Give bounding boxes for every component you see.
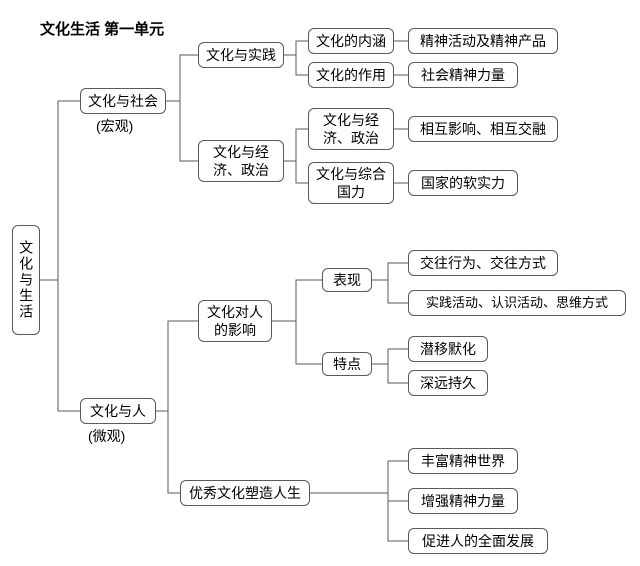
l3-node-4: 表现 [322, 268, 372, 292]
leaf-1: 社会精神力量 [408, 62, 518, 88]
leaf-10: 促进人的全面发展 [408, 528, 548, 554]
leaf-4: 交往行为、交往方式 [408, 250, 558, 276]
l1-sub-1: (微观) [88, 426, 125, 446]
l2-node-1: 文化与经济、政治 [198, 140, 284, 182]
l1-node-1: 文化与人 [80, 398, 156, 424]
leaf-6: 潜移默化 [408, 336, 488, 362]
l2-node-3: 优秀文化塑造人生 [180, 480, 310, 506]
root-node: 文化与生活 [12, 225, 40, 335]
l1-sub-0: (宏观) [96, 116, 133, 136]
l3-node-2: 文化与经济、政治 [308, 108, 394, 150]
leaf-7: 深远持久 [408, 370, 488, 396]
leaf-5: 实践活动、认识活动、思维方式 [408, 290, 626, 316]
leaf-3: 国家的软实力 [408, 170, 518, 196]
leaf-8: 丰富精神世界 [408, 448, 518, 474]
l3-node-1: 文化的作用 [308, 62, 394, 88]
l3-node-5: 特点 [322, 352, 372, 376]
leaf-2: 相互影响、相互交融 [408, 116, 558, 142]
leaf-9: 增强精神力量 [408, 488, 518, 514]
leaf-0: 精神活动及精神产品 [408, 28, 558, 54]
page-title: 文化生活 第一单元 [40, 18, 164, 39]
l2-node-0: 文化与实践 [198, 42, 284, 68]
l1-node-0: 文化与社会 [80, 88, 166, 114]
l3-node-0: 文化的内涵 [308, 28, 394, 54]
l3-node-3: 文化与综合国力 [308, 162, 394, 204]
l2-node-2: 文化对人的影响 [198, 300, 272, 342]
